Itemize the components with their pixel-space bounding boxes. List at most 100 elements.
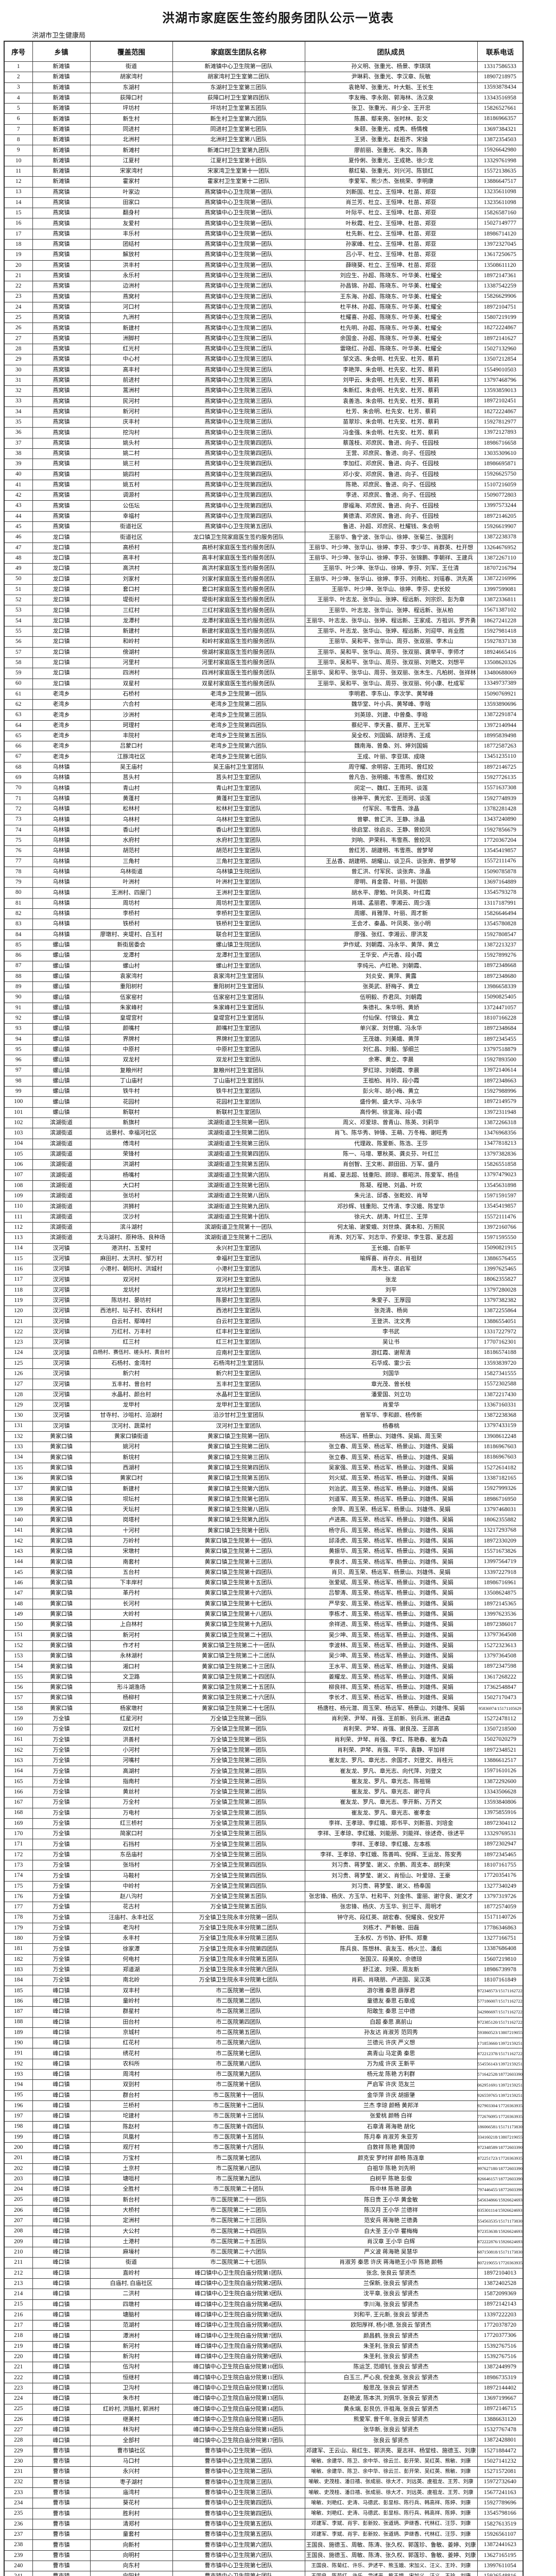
col-members-cell: 刘仁昌、刘毅、邹细兰 xyxy=(304,1044,478,1056)
col-phone-cell: 13507218500 xyxy=(477,1724,524,1735)
table-row: 81 乌林镇 周坊村 周坊村卫生室团队 肖靖、孟丽君、李湘云、周少连 1311718799… xyxy=(4,897,524,909)
col-team-name-cell: 万全镇卫生院第二团队 xyxy=(172,1807,305,1819)
col-phone-cell: 13545631898 xyxy=(477,1180,524,1192)
col-town-cell: 峰口镇 xyxy=(32,2435,91,2446)
col-team-name-cell: 万全镇卫生院永丰分院第五团队 xyxy=(172,1954,305,1965)
col-members-cell: 喻敏、刘艳红、史涛、马德武、彭显标、陈行兵、韩高祥、陈婷、刘康 xyxy=(304,2508,478,2519)
col-members-cell: 王丛香、胡建明、胡耀山、谈卫兵、谈张奔、曾梦琴 xyxy=(304,856,478,867)
col-town-cell: 燕窝镇 xyxy=(32,333,91,345)
col-no-cell: 211 xyxy=(4,2257,33,2268)
col-members-cell: 肖莉、肖晓朋、卢进国、吴汉英 xyxy=(304,1975,478,1986)
col-phone-cell: 15090821915 xyxy=(477,1243,524,1254)
col-no-cell: 212 xyxy=(4,2267,33,2279)
table-row: 23 燕窝镇 燕窝村 燕窝镇中心卫生院第二团队 王东海、孙超、陈晓东、叶华美、杜耀全 15… xyxy=(4,291,524,302)
col-phone-cell: 18972348680 xyxy=(477,971,524,982)
col-members-cell: 陈凝、程艳、刘晶、叶欢 xyxy=(304,1180,478,1192)
col-members-cell: 肖飞、陈华秀、钟锋、王萌、万冬梅、谢旺秀 xyxy=(304,1128,478,1139)
col-members-cell: 叶秋霞、杜立、王恒坤、杜苗、郑亚 xyxy=(304,218,478,229)
col-no-cell: 144 xyxy=(4,1556,33,1568)
table-row: 183 万全镇 郑道湖 万全镇卫生院永丰分院第六团队 舒江波、刘荣、周友新 1898673… xyxy=(4,1964,524,1976)
col-no-cell: 190 xyxy=(4,2038,33,2049)
col-no-cell: 63 xyxy=(4,709,33,721)
col-members-cell: 周义、邓爱琼、曾青山、陈英、刘莉华 xyxy=(304,1117,478,1129)
col-town-cell: 燕窝镇 xyxy=(32,208,91,219)
col-phone-cell: 13329769531 xyxy=(477,1828,524,1840)
col-team-name-cell: 峰口镇中心卫生院白庙分院第12团队 xyxy=(172,2382,305,2394)
table-row: 223 峰口镇 卫沟村 峰口镇中心卫生院白庙分院第12团队 殷思茂, 张良云 邹贤杰 18… xyxy=(4,2382,524,2394)
col-town-cell: 黄家口镇 xyxy=(32,1546,91,1557)
col-phone-cell: 13476968356 xyxy=(477,1128,524,1139)
col-coverage-cell: 袁家湾村 xyxy=(90,971,173,982)
table-row: 182 万全镇 何电村 万全镇卫生院永丰分院第五团队 张国汉、段美姣、佘德琼 156072… xyxy=(4,1954,524,1965)
col-no-cell: 184 xyxy=(4,1975,33,1986)
col-coverage-cell: 汊河村、蔬菜村 xyxy=(90,1420,173,1432)
col-members-cell: 吕小平、杜立、王恒坤、杜苗、郑亚 xyxy=(304,249,478,261)
col-phone-cell: 062951691/13972159251 xyxy=(477,2079,524,2091)
col-no-cell: 166 xyxy=(4,1786,33,1798)
table-row: 46 龙口镇 街道社区 龙口镇卫生院家庭医生签约服务团队 王丽华、鲁宁波、张华山、徐婷、… xyxy=(4,532,524,543)
col-town-cell: 汊河镇 xyxy=(32,1410,91,1421)
col-team-name-cell: 滨湖街道卫生院第九团队 xyxy=(172,1201,305,1212)
table-row: 132 黄家口镇 黄家口镇街道 黄家口镇卫生院第一团队 杨远军、杨景山、刘雄伟、吴娟、周… xyxy=(4,1431,524,1443)
table-row: 112 滨湖街道 滨斗湖村 滨湖街道卫生院第十一团队 何太瑜、谢爱娥、刘世焕、龚本和、万… xyxy=(4,1222,524,1233)
table-row: 200 峰口镇 观厅村 市二医院第十六团队 白敦祥 陈艳 黄国帅 972348589/18… xyxy=(4,2142,524,2154)
table-row: 160 万全镇 双红村 万全镇卫生院第一团队 肖利荣、尹琴、肖强、谢良茂、王邵高 1350… xyxy=(4,1724,524,1735)
col-coverage-cell: 复粮州村 xyxy=(90,1065,173,1076)
col-coverage-cell: 新台村 xyxy=(90,2194,173,2206)
col-no-cell: 93 xyxy=(4,1023,33,1035)
column-header-col-town: 乡镇 xyxy=(32,41,91,62)
col-team-name-cell: 复粮州村卫生室团队 xyxy=(172,1065,305,1076)
col-team-name-cell: 峰口镇中心卫生院白庙分院第10团队 xyxy=(172,2362,305,2373)
col-town-cell: 新滩镇 xyxy=(32,176,91,188)
col-no-cell: 90 xyxy=(4,992,33,1003)
col-coverage-cell: 新沟村 xyxy=(90,2351,173,2363)
col-no-cell: 81 xyxy=(4,897,33,909)
col-no-cell: 14 xyxy=(4,197,33,209)
col-team-name-cell: 黄家口镇卫生院第十一团队 xyxy=(172,1535,305,1547)
col-phone-cell: 18772574059 xyxy=(477,1902,524,1913)
col-town-cell: 螺山镇 xyxy=(32,1107,91,1118)
col-phone-cell: 15027132960 xyxy=(477,344,524,355)
col-town-cell: 峰口镇 xyxy=(32,1995,91,2007)
col-phone-cell: 15927789696 xyxy=(477,2498,524,2509)
table-row: 141 黄家口镇 十河村 黄家口镇卫生院第十团队 杨守兵、周玉荣、杨远军、杨景山、刘雄伟… xyxy=(4,1525,524,1536)
col-team-name-cell: 坪坊村卫生室第五团队 xyxy=(172,103,305,114)
col-team-name-cell: 红丰村卫生室团队 xyxy=(172,1326,305,1338)
col-team-name-cell: 高洪村家庭医生签约服务团队 xyxy=(172,563,305,574)
table-row: 4 新滩镇 荻障口村 荻障口村卫生室第四团队 李友梅、李永刚、郭海林、汤汉泉 133435… xyxy=(4,92,524,104)
col-coverage-cell: 青山村 xyxy=(90,783,173,794)
col-members-cell: 孙义明、张重光、杨景、李琪琪 xyxy=(304,61,478,73)
table-row: 214 峰口镇 二洪村 峰口镇中心卫生院白庙分院第3团队 沈平章, 张良云 邹贤杰 158… xyxy=(4,2289,524,2300)
col-coverage-cell: 马鞍村 xyxy=(90,1870,173,1882)
col-coverage-cell: 东岳庙村 xyxy=(90,1849,173,1861)
col-town-cell: 黄家口镇 xyxy=(32,1504,91,1516)
col-members-cell: 徐启堂、徐启炎、王静、曾姣凤 xyxy=(304,824,478,836)
col-members-cell: 叶际平、杜立、王恒坤、杜苗、郑亚 xyxy=(304,208,478,219)
col-members-cell: 付仙保、付锦业、黄立 xyxy=(304,1013,478,1024)
table-row: 74 乌林镇 香山村 香山村卫生室团队 徐启堂、徐启炎、王静、曾姣凤 1592785667… xyxy=(4,824,524,836)
col-town-cell: 万全镇 xyxy=(32,1933,91,1944)
col-phone-cell: 15392767516 xyxy=(477,2351,524,2363)
col-phone-cell: 18924665416 xyxy=(477,647,524,658)
table-row: 88 螺山镇 袁家湾村 袁家湾村卫生室团队 刘炎安、黄萍、黄露 18972348680 xyxy=(4,971,524,982)
col-no-cell: 106 xyxy=(4,1159,33,1171)
col-town-cell: 新滩镇 xyxy=(32,61,91,73)
col-town-cell: 乌林镇 xyxy=(32,877,91,888)
col-members-cell: 杨唐柱、杨元潜、周玉荣、杨远军、杨景山、刘雄伟、吴娟 xyxy=(304,1703,478,1714)
col-team-name-cell: 市二医院第二十三团队 xyxy=(172,2215,305,2227)
col-no-cell: 161 xyxy=(4,1734,33,1745)
col-town-cell: 汊河镇 xyxy=(32,1389,91,1401)
col-no-cell: 110 xyxy=(4,1201,33,1212)
col-town-cell: 螺山镇 xyxy=(32,1086,91,1097)
table-row: 10 新滩镇 江夏村 江夏村卫生室第十团队 夏伶俐、张重光、王成艳、徐少龙 1332976… xyxy=(4,155,524,166)
col-team-name-cell: 市二医院第五团队 xyxy=(172,2027,305,2039)
col-no-cell: 76 xyxy=(4,845,33,857)
col-town-cell: 乌林镇 xyxy=(32,814,91,825)
col-coverage-cell: 新建村 xyxy=(90,323,173,334)
table-row: 197 峰口镇 坨建村 市二医院第十三团队 张爱桃 颜畅 白祥 772676095/177… xyxy=(4,2111,524,2122)
col-town-cell: 滨湖街道 xyxy=(32,1117,91,1129)
col-phone-cell: 13545419857 xyxy=(477,1201,524,1212)
col-team-name-cell: 新建村家庭医生签约服务团队 xyxy=(172,626,305,637)
col-no-cell: 4 xyxy=(4,92,33,104)
col-coverage-cell: 坨建村 xyxy=(90,2111,173,2122)
